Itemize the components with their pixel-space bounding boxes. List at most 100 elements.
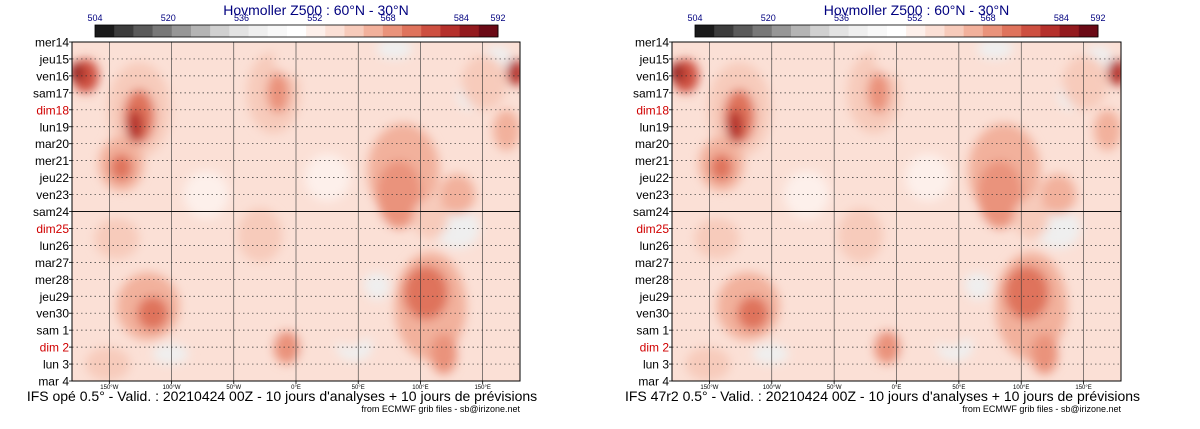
y-tick-label: lun 3 <box>43 358 69 372</box>
y-tick-label: mar 4 <box>638 375 669 389</box>
x-tick-label: 150°W <box>700 385 718 391</box>
field-high-region <box>354 55 400 97</box>
colorbar-tick-label: 568 <box>981 13 996 23</box>
field-low-region <box>752 343 789 365</box>
y-tick-label-sunday: dim18 <box>636 103 669 117</box>
y-tick-label: sam17 <box>33 86 69 100</box>
y-tick-label: ven23 <box>36 188 69 202</box>
colorbar-swatch <box>867 25 888 37</box>
colorbar-swatch <box>733 25 754 37</box>
colorbar-tick-label: 584 <box>1054 13 1069 23</box>
y-tick-label: ven30 <box>636 307 669 321</box>
colorbar-swatch <box>1078 25 1099 37</box>
colorbar-tick-label: 552 <box>907 13 922 23</box>
field-high-region <box>954 55 1000 97</box>
field-high-region <box>905 153 951 202</box>
field-low-region <box>376 42 413 59</box>
y-tick-label: sam17 <box>633 86 669 100</box>
field-high-region <box>72 62 84 83</box>
colorbar-swatch <box>925 25 945 37</box>
colorbar-swatch <box>325 25 345 37</box>
x-tick-label: 150°E <box>474 385 490 391</box>
colorbar-tick-label: 504 <box>87 13 102 23</box>
field-high-region <box>506 58 520 87</box>
y-tick-label: ven23 <box>636 188 669 202</box>
colorbar-swatch <box>810 25 830 37</box>
colorbar-swatch <box>440 25 461 37</box>
colorbar-swatch <box>210 25 230 37</box>
y-tick-label: mar20 <box>635 137 669 151</box>
y-tick-label-sunday: dim18 <box>36 103 69 117</box>
x-tick-label: 150°W <box>100 385 118 391</box>
y-tick-label: lun19 <box>40 120 70 134</box>
x-tick-label: 50°E <box>952 385 965 391</box>
field-high-region <box>672 62 684 83</box>
colorbar-swatch <box>982 25 1003 37</box>
figure-caption: IFS 47r2 0.5° - Valid. : 20210424 00Z - … <box>625 388 1140 404</box>
y-tick-label-sunday: dim25 <box>636 222 669 236</box>
colorbar-tick-label: 520 <box>761 13 776 23</box>
x-tick-label: 100°E <box>412 385 428 391</box>
field-high-region <box>304 153 350 202</box>
colorbar-tick-label: 520 <box>161 13 176 23</box>
y-tick-label: mar27 <box>35 256 69 270</box>
field-high-region <box>461 55 507 110</box>
y-tick-label: sam24 <box>33 205 69 219</box>
colorbar-swatch <box>886 25 907 37</box>
colorbar: 504 520 536 552 568 584 592 <box>687 13 1106 38</box>
field-high-region <box>874 330 901 365</box>
field-high-region <box>867 72 890 114</box>
y-tick-label: jeu22 <box>39 171 70 185</box>
colorbar-swatch <box>171 25 192 37</box>
y-tick-label: ven16 <box>636 69 669 83</box>
field-high-region <box>403 265 449 320</box>
colorbar-swatch <box>421 25 441 37</box>
chart-title: Hovmoller Z500 : 60°N - 30°N <box>223 2 409 18</box>
field-high-region <box>110 153 133 181</box>
field-high-region <box>318 89 364 144</box>
colorbar-tick-label: 536 <box>834 13 849 23</box>
field-high-region <box>1031 333 1059 375</box>
field-high-region <box>430 333 458 375</box>
field-high-region <box>1062 316 1117 365</box>
y-tick-label: jeu29 <box>639 290 670 304</box>
field-high-region <box>1107 58 1121 87</box>
y-tick-label: mar 4 <box>38 375 69 389</box>
field-high-region <box>1076 252 1121 307</box>
colorbar-swatch <box>114 25 134 37</box>
field-high-region <box>331 204 386 273</box>
y-tick-label: mar20 <box>35 137 69 151</box>
field-high-region <box>784 170 830 219</box>
hovmoller-panel-1: Hovmoller Z500 : 60°N - 30°N 504 520 536 552… <box>27 2 537 414</box>
colorbar-swatch <box>714 25 734 37</box>
colorbar-tick-label: 584 <box>454 13 469 23</box>
heatmap-field <box>672 42 1121 381</box>
field-high-region <box>1040 174 1077 215</box>
colorbar-swatch <box>382 25 403 37</box>
y-tick-label: jeu22 <box>639 171 670 185</box>
x-tick-label: 150°E <box>1075 385 1091 391</box>
x-tick-label: 100°W <box>763 385 781 391</box>
source-note: from ECMWF grib files - sb@irizone.net <box>962 404 1121 414</box>
colorbar-swatch <box>267 25 288 37</box>
colorbar-swatch <box>152 25 173 37</box>
colorbar-frame <box>694 24 1099 38</box>
field-high-region <box>726 109 743 144</box>
y-tick-label: jeu15 <box>639 52 670 66</box>
y-tick-label: mer28 <box>35 273 69 287</box>
colorbar-tick-label: 592 <box>490 13 505 23</box>
y-tick-label: ven30 <box>36 307 69 321</box>
field-high-region <box>710 153 733 181</box>
plot-frame <box>671 41 1122 382</box>
field-high-region <box>770 86 816 134</box>
colorbar-swatch <box>344 25 365 37</box>
colorbar-tick-label: 552 <box>307 13 322 23</box>
hovmoller-panel-2: Hovmoller Z500 : 60°N - 30°N 504 520 536 552… <box>625 2 1140 414</box>
colorbar-swatch <box>133 25 154 37</box>
colorbar-swatch <box>1021 25 1041 37</box>
colorbar-swatch <box>459 25 480 37</box>
y-tick-label: sam 1 <box>636 324 669 338</box>
y-tick-label: mer21 <box>635 154 669 168</box>
figure-caption: IFS opé 0.5° - Valid. : 20210424 00Z - 1… <box>27 388 537 404</box>
colorbar-swatch <box>1040 25 1061 37</box>
